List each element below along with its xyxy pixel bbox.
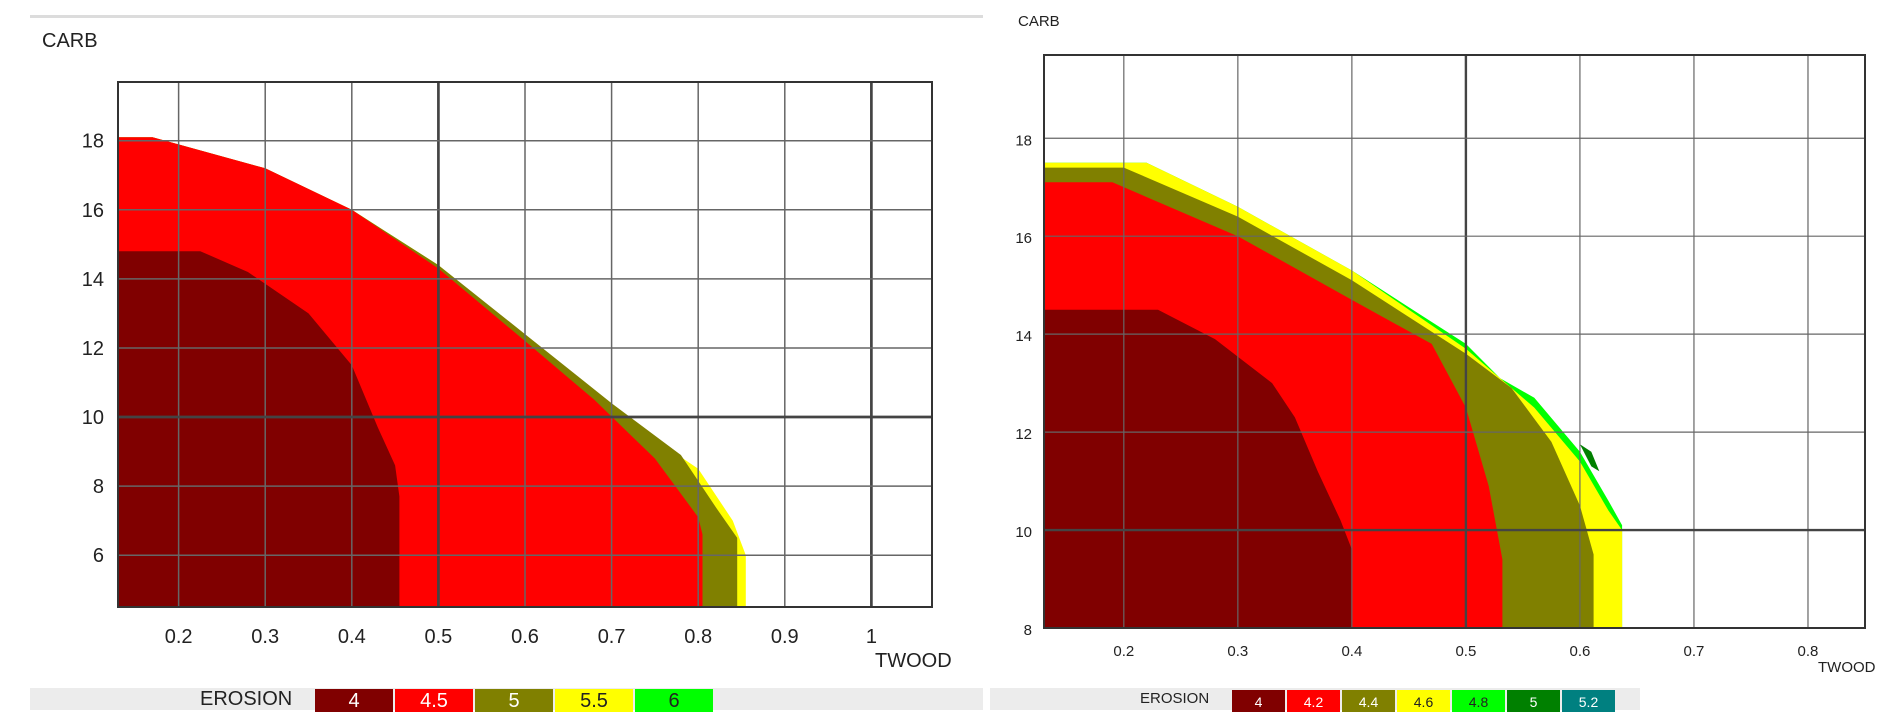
- legend-label: 4.8: [1469, 694, 1489, 710]
- x-tick-label: 0.2: [165, 626, 193, 648]
- legend-label: 6: [668, 690, 679, 712]
- left-chart-x-ticks: 0.2 0.3 0.4 0.5 0.6 0.7 0.8 0.9 1: [165, 626, 877, 648]
- plot-frame: [117, 81, 933, 608]
- x-tick-label: 0.7: [1684, 643, 1705, 660]
- legend-label: 4.6: [1414, 694, 1434, 710]
- area-erosion-5: [1579, 444, 1600, 472]
- left-chart-y-ticks: 6 8 10 12 14 16 18: [82, 131, 104, 567]
- x-tick-label: 0.5: [424, 626, 452, 648]
- x-tick-label: 0.9: [771, 626, 799, 648]
- legend-swatch: [475, 689, 553, 712]
- x-tick-label: 0.6: [511, 626, 539, 648]
- legend-swatch: [315, 689, 393, 712]
- legend-swatch: [1232, 690, 1285, 712]
- legend-swatch: [1562, 690, 1615, 712]
- x-tick-label: 0.7: [598, 626, 626, 648]
- y-tick-label: 8: [1024, 622, 1032, 639]
- right-chart-areas: [1044, 162, 1623, 629]
- x-tick-label: 0.8: [684, 626, 712, 648]
- area-erosion-4: [118, 251, 400, 607]
- x-tick-label: 0.3: [251, 626, 279, 648]
- x-tick-label: 0.5: [1455, 643, 1476, 660]
- legend-label: 5: [508, 690, 519, 712]
- y-tick-label: 10: [1015, 524, 1032, 541]
- legend-swatch: [1342, 690, 1395, 712]
- legend-label: 5: [1530, 694, 1538, 710]
- legend-label: 4: [348, 690, 359, 712]
- legend-swatch: [1397, 690, 1450, 712]
- y-tick-label: 16: [82, 200, 104, 222]
- right-chart: 8 10 12 14 16 18 0.2 0.3 0.4 0.5 0.6 0.7 0.8 CARB T…: [1015, 13, 1876, 712]
- legend-label: 4.4: [1359, 694, 1379, 710]
- legend-label: 4.5: [420, 690, 448, 712]
- left-window-top-border: [30, 15, 983, 18]
- right-chart-legend: EROSION 4 4.2 4.4 4.6 4.8 5 5.2: [1140, 690, 1615, 712]
- x-tick-label: 0.3: [1227, 643, 1248, 660]
- x-tick-label: 0.4: [338, 626, 366, 648]
- legend-swatch: [635, 689, 713, 712]
- x-tick-label: 0.4: [1341, 643, 1362, 660]
- y-tick-label: 14: [82, 269, 104, 291]
- left-legend-title: EROSION: [200, 688, 292, 710]
- x-tick-label: 1: [866, 626, 877, 648]
- left-chart-grid: [117, 81, 933, 608]
- right-legend-title: EROSION: [1140, 690, 1209, 707]
- y-tick-label: 14: [1015, 328, 1032, 345]
- right-chart-y-axis-title: CARB: [1018, 13, 1060, 30]
- y-tick-label: 6: [93, 545, 104, 567]
- x-tick-label: 0.8: [1798, 643, 1819, 660]
- y-tick-label: 18: [1015, 132, 1032, 149]
- legend-label: 5.2: [1579, 694, 1599, 710]
- y-tick-label: 8: [93, 476, 104, 498]
- plot-frame: [1043, 54, 1866, 629]
- y-tick-label: 18: [82, 131, 104, 153]
- right-chart-y-ticks: 8 10 12 14 16 18: [1015, 132, 1032, 639]
- legend-swatch: [1507, 690, 1560, 712]
- right-chart-x-ticks: 0.2 0.3 0.4 0.5 0.6 0.7 0.8: [1113, 643, 1818, 660]
- legend-label: 4.2: [1304, 694, 1324, 710]
- y-tick-label: 10: [82, 407, 104, 429]
- right-chart-x-axis-title: TWOOD: [1818, 659, 1876, 676]
- left-chart-areas: [118, 137, 746, 608]
- left-chart-y-axis-title: CARB: [42, 30, 98, 52]
- area-erosion-4: [1044, 309, 1352, 628]
- left-chart-legend: EROSION 4 4.5 5 5.5 6: [200, 688, 713, 712]
- left-chart-x-axis-title: TWOOD: [875, 650, 952, 672]
- legend-swatch: [1452, 690, 1505, 712]
- y-tick-label: 16: [1015, 230, 1032, 247]
- legend-swatch: [395, 689, 473, 712]
- y-tick-label: 12: [1015, 426, 1032, 443]
- right-chart-grid: [1043, 54, 1866, 629]
- x-tick-label: 0.2: [1113, 643, 1134, 660]
- y-tick-label: 12: [82, 338, 104, 360]
- legend-swatch: [1287, 690, 1340, 712]
- legend-label: 5.5: [580, 690, 608, 712]
- legend-label: 4: [1255, 694, 1263, 710]
- legend-swatch: [555, 689, 633, 712]
- x-tick-label: 0.6: [1570, 643, 1591, 660]
- left-chart: 6 8 10 12 14 16 18 0.2 0.3 0.4 0.5 0.6 0.7 0.8 0.9 1 C…: [42, 30, 952, 712]
